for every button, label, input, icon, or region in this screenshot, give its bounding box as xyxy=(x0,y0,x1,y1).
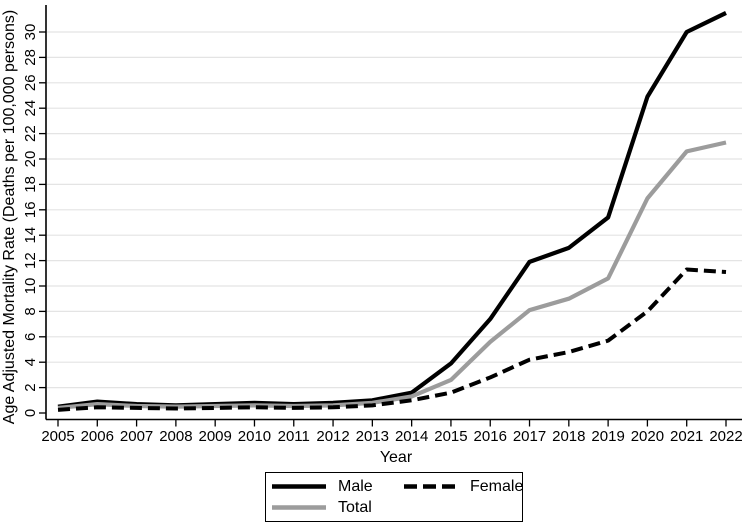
x-tick-label: 2013 xyxy=(356,428,389,445)
y-tick-label: 10 xyxy=(22,278,39,295)
female-series-line xyxy=(57,267,727,412)
x-tick-label: 2012 xyxy=(316,428,349,445)
x-tick-label: 2021 xyxy=(670,428,703,445)
y-tick-label: 16 xyxy=(22,201,39,218)
y-tick-label: 26 xyxy=(22,74,39,91)
legend-item-female: Female xyxy=(403,477,524,495)
male-line-swatch xyxy=(272,484,326,489)
x-tick-label: 2020 xyxy=(631,428,664,445)
y-tick-label: 8 xyxy=(22,307,39,315)
legend-label-total: Total xyxy=(338,498,372,516)
y-tick-label: 2 xyxy=(22,383,39,391)
y-tick-label: 14 xyxy=(22,227,39,244)
x-tick-label: 2007 xyxy=(120,428,153,445)
x-tick-label: 2008 xyxy=(159,428,192,445)
total-series-line xyxy=(57,140,727,411)
female-line-swatch xyxy=(404,484,458,489)
x-tick-label: 2006 xyxy=(81,428,114,445)
x-tick-label: 2017 xyxy=(513,428,546,445)
y-tick-label: 18 xyxy=(22,176,39,193)
y-tick-label: 6 xyxy=(22,333,39,341)
legend-item-total: Total xyxy=(271,498,403,516)
legend-label-male: Male xyxy=(338,477,373,495)
x-tick-label: 2009 xyxy=(198,428,231,445)
x-tick-label: 2018 xyxy=(552,428,585,445)
y-tick-label: 22 xyxy=(22,125,39,142)
y-tick-label: 12 xyxy=(22,252,39,269)
x-tick-label: 2014 xyxy=(395,428,428,445)
y-tick-label: 28 xyxy=(22,49,39,66)
y-tick-label: 20 xyxy=(22,151,39,168)
x-tick-label: 2015 xyxy=(434,428,467,445)
x-tick-label: 2011 xyxy=(278,428,310,445)
x-tick-label: 2019 xyxy=(591,428,624,445)
x-tick-label: 2022 xyxy=(709,428,742,445)
x-tick-label: 2010 xyxy=(238,428,271,445)
legend-label-female: Female xyxy=(470,477,524,495)
x-tick-label: 2005 xyxy=(41,428,74,445)
y-tick-label: 30 xyxy=(22,24,39,41)
x-axis-title: Year xyxy=(380,449,413,466)
legend: Male Female Total xyxy=(265,472,523,522)
legend-item-male: Male xyxy=(271,477,403,495)
total-line-swatch xyxy=(272,505,326,510)
y-tick-label: 4 xyxy=(22,358,39,366)
x-tick-label: 2016 xyxy=(474,428,507,445)
y-axis-title: Age Adjusted Mortality Rate (Deaths per … xyxy=(1,10,18,424)
y-tick-label: 24 xyxy=(22,100,39,117)
y-tick-label: 0 xyxy=(22,409,39,417)
